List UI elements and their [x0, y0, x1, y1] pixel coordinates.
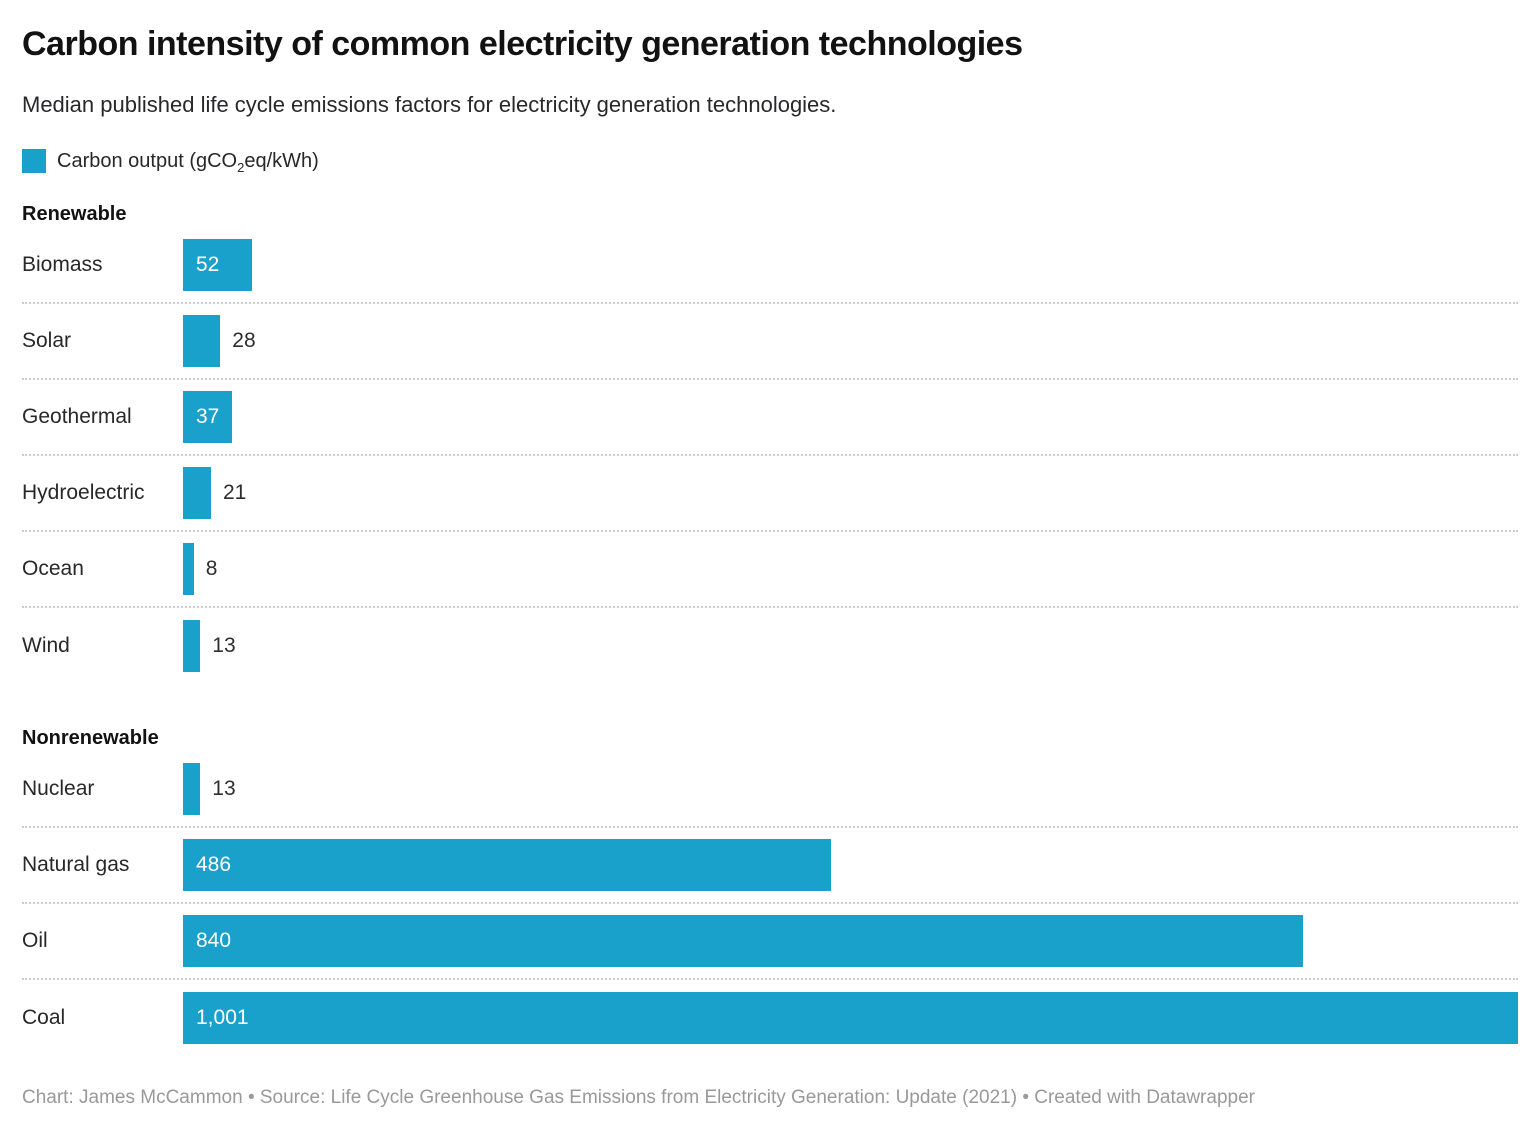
bar[interactable]: 52 [183, 239, 253, 291]
bar-track: 8 [183, 543, 1518, 595]
bar[interactable]: 1,001 [183, 992, 1518, 1044]
row-label: Geothermal [22, 405, 132, 428]
bar-value-label: 8 [205, 557, 218, 580]
bar-track: 486 [183, 839, 1518, 891]
chart-title: Carbon intensity of common electricity g… [22, 25, 1023, 63]
bar[interactable]: 840 [183, 915, 1304, 967]
chart-container: Carbon intensity of common electricity g… [22, 25, 1518, 1108]
legend-label-suffix: eq/kWh) [244, 149, 319, 172]
bar-value-label: 28 [232, 329, 256, 352]
bar[interactable]: 486 [183, 839, 832, 891]
group-nonrenewable: Nonrenewable Nuclear 13 Natural gas 486 Oil 84… [22, 726, 1518, 1056]
chart-row: Natural gas 486 [22, 828, 1518, 904]
chart-row: Nuclear 13 [22, 752, 1518, 828]
row-label: Hydroelectric [22, 481, 145, 504]
chart-row: Oil 840 [22, 904, 1518, 980]
bar-value-label: 52 [196, 253, 220, 276]
chart-row: Ocean 8 [22, 532, 1518, 608]
bar[interactable] [183, 543, 194, 595]
row-label: Nuclear [22, 777, 95, 800]
chart-row: Coal 1,001 [22, 980, 1518, 1056]
legend-label: Carbon output (gCO2eq/kWh) [57, 149, 319, 175]
bar-track: 13 [183, 620, 1518, 672]
bar-track: 37 [183, 391, 1518, 443]
chart-footer: Chart: James McCammon • Source: Life Cyc… [22, 1087, 1255, 1108]
chart-row: Biomass 52 [22, 228, 1518, 304]
chart-body: Renewable Biomass 52 Solar 28 Geothermal 37 Hyd… [22, 202, 1518, 1056]
legend: Carbon output (gCO2eq/kWh) [22, 148, 1518, 174]
bar-value-label: 21 [223, 481, 247, 504]
bar-track: 840 [183, 915, 1518, 967]
bar-value-label: 486 [196, 853, 232, 876]
group-title: Renewable [22, 203, 127, 225]
bar-value-label: 1,001 [196, 1006, 249, 1029]
bar-value-label: 37 [196, 405, 220, 428]
bar[interactable] [183, 315, 221, 367]
group-rows: Biomass 52 Solar 28 Geothermal 37 Hydroelectri… [22, 228, 1518, 684]
chart-row: Wind 13 [22, 608, 1518, 684]
chart-row: Hydroelectric 21 [22, 456, 1518, 532]
chart-row: Geothermal 37 [22, 380, 1518, 456]
row-label: Wind [22, 634, 70, 657]
bar-track: 52 [183, 239, 1518, 291]
group-renewable: Renewable Biomass 52 Solar 28 Geothermal 37 Hyd… [22, 202, 1518, 684]
row-label: Biomass [22, 253, 103, 276]
bar-track: 13 [183, 763, 1518, 815]
bar-track: 28 [183, 315, 1518, 367]
legend-swatch [22, 149, 46, 173]
bar-track: 21 [183, 467, 1518, 519]
chart-row: Solar 28 [22, 304, 1518, 380]
group-title: Nonrenewable [22, 727, 159, 749]
bar-value-label: 13 [212, 777, 236, 800]
chart-subtitle: Median published life cycle emissions fa… [22, 92, 837, 117]
group-rows: Nuclear 13 Natural gas 486 Oil 840 Coal 1,001 [22, 752, 1518, 1056]
legend-label-prefix: Carbon output (gCO [57, 149, 238, 172]
legend-label-subscript: 2 [237, 159, 245, 175]
bar-value-label: 840 [196, 929, 232, 952]
bar-value-label: 13 [212, 634, 236, 657]
row-label: Natural gas [22, 853, 130, 876]
bar[interactable]: 37 [183, 391, 233, 443]
bar[interactable] [183, 620, 201, 672]
bar[interactable] [183, 467, 211, 519]
row-label: Coal [22, 1006, 66, 1029]
bar[interactable] [183, 763, 201, 815]
row-label: Ocean [22, 557, 84, 580]
bar-track: 1,001 [183, 992, 1518, 1044]
row-label: Solar [22, 329, 72, 352]
row-label: Oil [22, 929, 48, 952]
